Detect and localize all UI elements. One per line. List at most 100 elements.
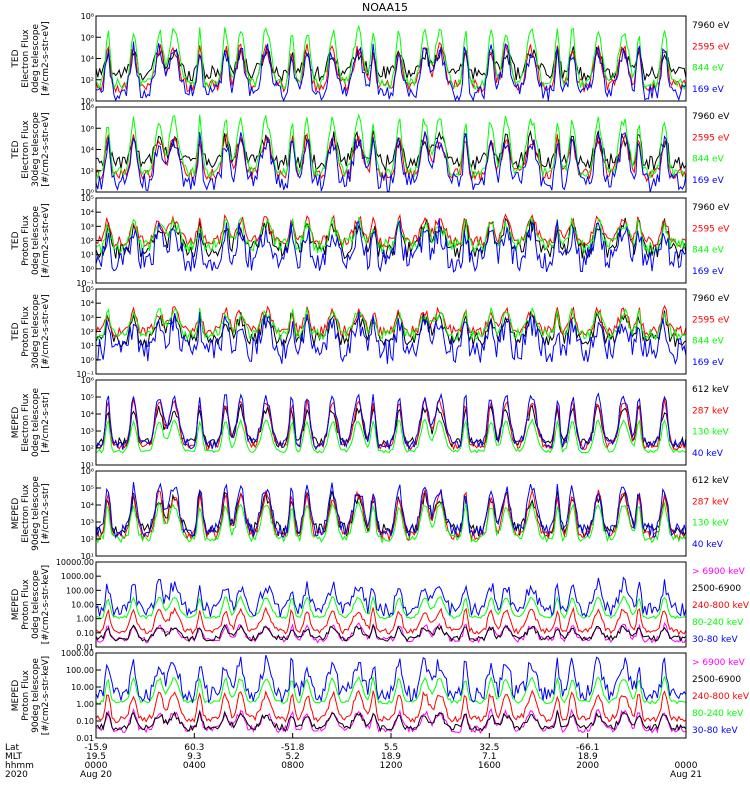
legend-entry: 844 eV — [692, 246, 725, 256]
legend-entry: 40 keV — [692, 540, 724, 550]
footer-value: 1600 — [478, 761, 501, 771]
y-tick-label: 10⁴ — [81, 146, 94, 155]
series-meped-proton-0deg-1 — [95, 623, 687, 643]
y-axis-label-line: MEPED — [11, 589, 21, 621]
legend-entry: 240-800 keV — [692, 692, 750, 702]
y-tick-label: 100.00 — [66, 666, 94, 675]
y-tick-label: 10⁶ — [81, 376, 94, 385]
y-axis-label-line: 0deg telescope — [31, 24, 41, 94]
y-tick-label: 10⁻¹ — [76, 279, 94, 288]
y-axis-label-line: [#/cm2-s-str] — [41, 392, 51, 452]
y-axis-label-ted-proton-0deg: TED Proton Flux 0deg telescope [#/cm2-s-str… — [11, 203, 51, 278]
series-ted-electron-0deg-0 — [95, 46, 687, 83]
legend-entry: 2595 eV — [692, 133, 730, 143]
y-tick-label: 10⁵ — [81, 285, 94, 294]
series-meped-proton-90deg-3 — [95, 675, 687, 705]
legend-entry: 287 keV — [692, 406, 729, 416]
y-tick-label: 10⁻¹ — [76, 370, 94, 379]
legend-entry: 30-80 keV — [692, 726, 738, 736]
y-tick-label: 10¹ — [81, 461, 94, 470]
y-tick-label: 10² — [81, 76, 94, 85]
x-date-label: Aug 21 — [670, 770, 702, 780]
legend-entry: 169 eV — [692, 85, 725, 95]
panel-ted-electron-30deg: 10⁰ 10² 10⁴ 10⁶ 10⁸ TED Electron Flux 30deg tel… — [11, 103, 730, 197]
legend-entry: 844 eV — [692, 64, 725, 74]
y-tick-label: 10⁰ — [81, 265, 94, 274]
y-tick-label: 10⁴ — [81, 299, 94, 308]
legend-entry: 30-80 keV — [692, 635, 738, 645]
y-axis-label-line: Proton Flux — [21, 670, 31, 721]
y-axis-label-ted-proton-30deg: TED Proton Flux 30deg telescope [#/cm2-s-st… — [11, 294, 51, 369]
legend-entry: 40 keV — [692, 449, 724, 459]
y-axis-label-meped-electron-90deg: MEPED Electron Flux 90deg telescope [#/cm2-… — [11, 476, 51, 551]
y-axis-label-line: MEPED — [11, 407, 21, 439]
footer-value: 0800 — [281, 761, 304, 771]
series-ted-proton-0deg-3 — [95, 219, 687, 273]
legend-entry: 612 keV — [692, 385, 729, 395]
series-meped-proton-0deg-3 — [95, 595, 687, 620]
y-axis-label-line: Electron Flux — [21, 393, 31, 452]
y-axis-label-ted-electron-0deg: TED Electron Flux 0deg telescope [#/cm2-s-s… — [11, 21, 51, 96]
legend-entry: 7960 eV — [692, 112, 730, 122]
y-tick-label: 10⁸ — [81, 12, 94, 21]
series-meped-proton-0deg-4 — [95, 576, 687, 618]
y-axis-label-line: TED — [11, 140, 21, 159]
legend-entry: 2500-6900 — [692, 584, 741, 594]
legend-entry: > 6900 keV — [692, 658, 746, 668]
panel-meped-proton-90deg: 0.01 0.10 1.00 10.00 100.00 1000.00 MEPED Proto… — [11, 649, 750, 743]
y-tick-label: 10000.00 — [56, 558, 94, 567]
panel-meped-proton-0deg: 0.01 0.10 1.00 10.00 100.00 1000.00 10000.00 ME… — [11, 558, 750, 652]
legend-entry: 169 eV — [692, 358, 725, 368]
y-axis-label-line: Electron Flux — [21, 484, 31, 543]
y-tick-label: 10² — [81, 535, 94, 544]
series-meped-proton-90deg-2 — [95, 689, 687, 724]
panel-meped-electron-90deg: 10¹ 10² 10³ 10⁴ 10⁵ 10⁶ MEPED Electron Flux 90de… — [11, 467, 729, 561]
y-tick-label: 10.00 — [71, 601, 94, 610]
y-tick-label: 10² — [81, 444, 94, 453]
y-tick-label: 0.10 — [76, 629, 94, 638]
y-axis-label-line: [#/cm2-s-str-eV] — [41, 203, 51, 278]
y-tick-label: 10⁸ — [81, 103, 94, 112]
y-axis-label-line: 0deg telescope — [31, 388, 41, 458]
y-tick-label: 100.00 — [66, 586, 94, 595]
y-tick-label: 0.01 — [76, 734, 94, 743]
y-tick-label: 10.00 — [71, 683, 94, 692]
y-tick-label: 10⁵ — [81, 484, 94, 493]
y-tick-label: 10¹ — [81, 552, 94, 561]
legend-entry: 7960 eV — [692, 21, 730, 31]
footer-value: 5.2 — [286, 752, 300, 762]
y-axis-label-line: Proton Flux — [21, 306, 31, 357]
series-ted-proton-0deg-0 — [95, 217, 687, 260]
footer-value: 60.3 — [184, 743, 204, 753]
y-tick-label: 10⁰ — [81, 188, 94, 197]
footer-value: 19.5 — [86, 752, 106, 762]
footer-value: 18.9 — [381, 752, 401, 762]
series-meped-electron-0deg-2 — [95, 418, 687, 454]
series-meped-proton-90deg-4 — [95, 654, 687, 704]
y-axis-label-meped-proton-90deg: MEPED Proton Flux 90deg telescope [#/cm2-s-… — [11, 656, 51, 735]
series-ted-proton-30deg-2 — [95, 306, 687, 342]
x-date-label: Aug 20 — [80, 770, 112, 780]
y-tick-label: 1000.00 — [61, 649, 94, 658]
panel-ted-proton-30deg: 10⁻¹ 10⁰ 10¹ 10² 10³ 10⁴ 10⁵ TED Proton Flux 30de… — [11, 285, 730, 379]
y-tick-label: 10⁰ — [81, 97, 94, 106]
series-meped-proton-0deg-0 — [95, 621, 687, 644]
footer-value: 18.9 — [578, 752, 598, 762]
footer-value: 5.5 — [384, 743, 398, 753]
legend-entry: 80-240 keV — [692, 618, 744, 628]
legend-entry: 80-240 keV — [692, 709, 744, 719]
y-tick-label: 10³ — [81, 518, 94, 527]
series-ted-proton-30deg-3 — [95, 311, 687, 366]
y-axis-label-line: TED — [11, 322, 21, 341]
y-tick-label: 1.00 — [76, 615, 94, 624]
legend-entry: 169 eV — [692, 176, 725, 186]
y-axis-label-line: TED — [11, 231, 21, 250]
y-tick-label: 0.10 — [76, 717, 94, 726]
legend-entry: 844 eV — [692, 337, 725, 347]
y-axis-label-line: [#/cm2-s-str-keV] — [41, 565, 51, 644]
y-tick-label: 0.01 — [76, 643, 94, 652]
legend-entry: 130 keV — [692, 519, 729, 529]
footer-value: 0400 — [183, 761, 206, 771]
chart-title: NOAA15 — [362, 1, 408, 14]
footer-value: 7.1 — [482, 752, 496, 762]
